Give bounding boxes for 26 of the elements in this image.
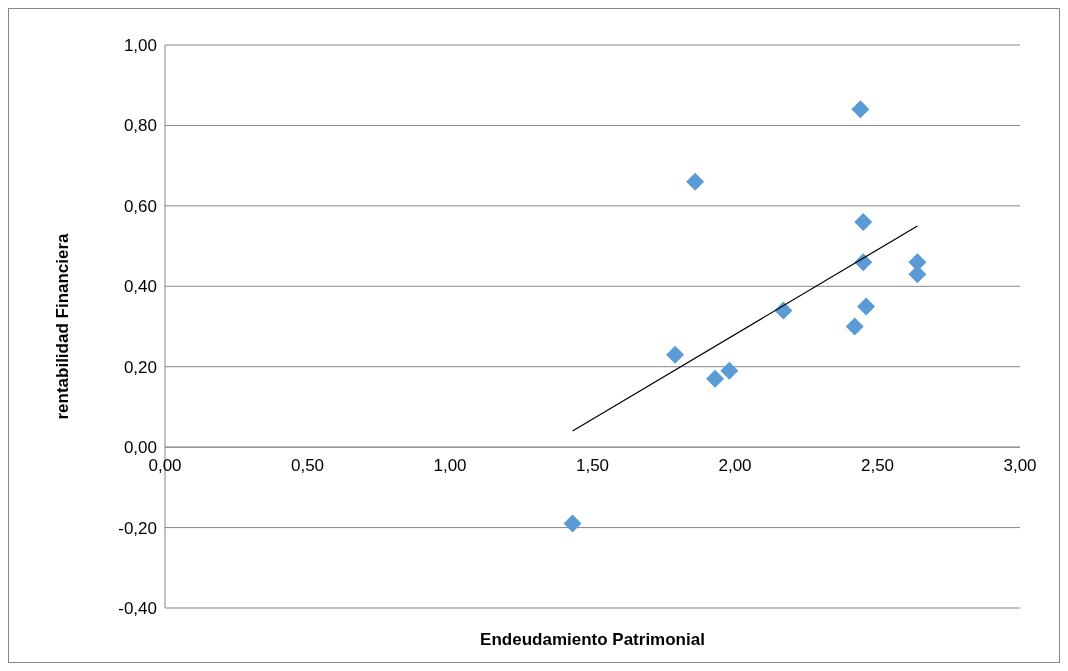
point xyxy=(854,212,873,231)
point xyxy=(706,369,725,388)
point xyxy=(720,361,739,380)
y-tick-label: 0,40 xyxy=(123,277,157,297)
y-tick-label: -0,20 xyxy=(118,518,157,538)
x-tick-label: 3,00 xyxy=(1003,456,1037,476)
point xyxy=(857,297,876,316)
point xyxy=(686,172,705,191)
y-tick-label: -0,40 xyxy=(118,598,157,618)
x-tick-label: 1,00 xyxy=(433,456,467,476)
x-tick-label: 0,00 xyxy=(148,456,182,476)
y-tick-label: 0,20 xyxy=(123,357,157,377)
point xyxy=(845,317,864,336)
y-axis-title: rentabilidad Financiera xyxy=(53,232,72,420)
point xyxy=(563,514,582,533)
x-tick-label: 0,50 xyxy=(290,456,325,476)
y-tick-label: 0,00 xyxy=(123,438,157,458)
y-tick-label: 0,80 xyxy=(123,116,157,136)
x-tick-label: 1,50 xyxy=(575,456,610,476)
y-tick-label: 0,60 xyxy=(123,196,157,216)
x-tick-label: 2,50 xyxy=(860,456,895,476)
x-axis-title: Endeudamiento Patrimonial xyxy=(480,630,705,649)
point xyxy=(851,100,870,119)
point xyxy=(666,345,685,364)
y-tick-label: 1,00 xyxy=(123,35,157,55)
x-tick-label: 2,00 xyxy=(718,456,752,476)
